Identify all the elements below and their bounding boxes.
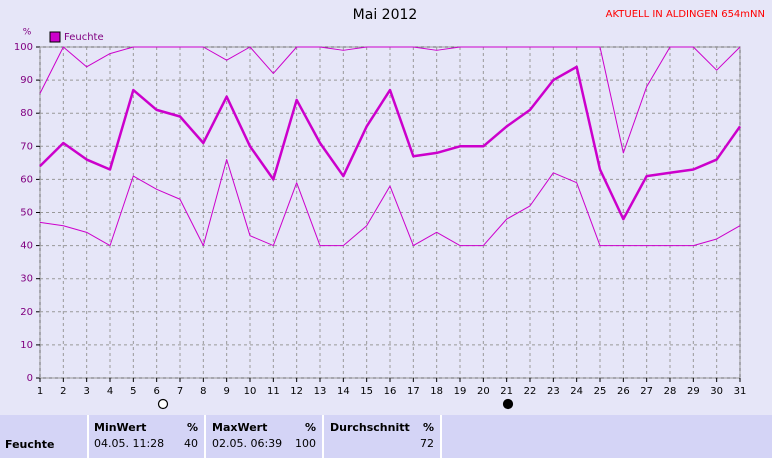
- x-tick-label: 6: [153, 386, 159, 397]
- table-background: [0, 415, 772, 458]
- legend-swatch: [49, 31, 61, 43]
- x-tick-label: 12: [290, 386, 303, 397]
- x-tick-label: 21: [500, 386, 513, 397]
- x-tick-label: 10: [244, 386, 257, 397]
- x-tick-label: 31: [734, 386, 747, 397]
- table-header: MinWert: [94, 421, 146, 434]
- x-tick-label: 1: [37, 386, 43, 397]
- y-tick-label: 20: [20, 307, 33, 318]
- x-tick-label: 8: [200, 386, 206, 397]
- x-tick-label: 4: [107, 386, 113, 397]
- table-header: %: [305, 421, 316, 434]
- y-tick-label: 50: [20, 208, 33, 219]
- table-cell: 02.05. 06:39: [212, 437, 282, 450]
- x-tick-label: 17: [407, 386, 420, 397]
- x-tick-label: 9: [223, 386, 229, 397]
- y-tick-label: 70: [20, 141, 33, 152]
- x-tick-label: 29: [687, 386, 700, 397]
- y-tick-label: 0: [27, 373, 33, 384]
- y-tick-label: 100: [14, 42, 33, 53]
- chart-subtitle: AKTUELL IN ALDINGEN 654mNN: [606, 9, 765, 20]
- table-header: Durchschnitt: [330, 421, 410, 434]
- y-tick-label: 10: [20, 340, 33, 351]
- data-line: [39, 46, 741, 154]
- y-tick-label: 30: [20, 274, 33, 285]
- x-tick-label: 11: [267, 386, 280, 397]
- moon-icon: [502, 398, 514, 410]
- table-cell: 40: [184, 437, 198, 450]
- y-tick-label: 60: [20, 174, 33, 185]
- x-tick-label: 26: [617, 386, 630, 397]
- data-line: [39, 159, 741, 247]
- x-tick-label: 24: [570, 386, 583, 397]
- x-tick-label: 27: [640, 386, 653, 397]
- legend-label: Feuchte: [64, 32, 104, 43]
- table-cell: 100: [295, 437, 316, 450]
- table-header: %: [423, 421, 434, 434]
- x-tick-label: 7: [177, 386, 183, 397]
- x-tick-label: 16: [384, 386, 397, 397]
- table-cell: 72: [420, 437, 434, 450]
- y-tick-label: 90: [20, 75, 33, 86]
- x-tick-label: 20: [477, 386, 490, 397]
- table-header: MaxWert: [212, 421, 267, 434]
- x-tick-label: 3: [83, 386, 89, 397]
- table-row-label: Feuchte: [5, 438, 54, 451]
- x-tick-label: 14: [337, 386, 350, 397]
- y-tick-label: 80: [20, 108, 33, 119]
- stats-table: MinWert % MaxWert % Durchschnitt % Feuch…: [0, 415, 772, 458]
- x-tick-label: 25: [594, 386, 607, 397]
- x-tick-label: 22: [524, 386, 537, 397]
- x-tick-label: 5: [130, 386, 136, 397]
- table-cell: 04.05. 11:28: [94, 437, 164, 450]
- chart-title: Mai 2012: [353, 7, 418, 23]
- y-tick-label: 40: [20, 241, 33, 252]
- data-line: [39, 65, 742, 221]
- moon-icon: [157, 398, 169, 410]
- table-header: %: [187, 421, 198, 434]
- x-tick-label: 23: [547, 386, 560, 397]
- x-tick-label: 15: [360, 386, 373, 397]
- x-tick-label: 19: [454, 386, 467, 397]
- x-tick-label: 13: [314, 386, 327, 397]
- x-tick-label: 18: [430, 386, 443, 397]
- x-tick-label: 30: [710, 386, 723, 397]
- x-tick-label: 28: [664, 386, 677, 397]
- y-axis-label: %: [23, 28, 32, 38]
- x-tick-label: 2: [60, 386, 66, 397]
